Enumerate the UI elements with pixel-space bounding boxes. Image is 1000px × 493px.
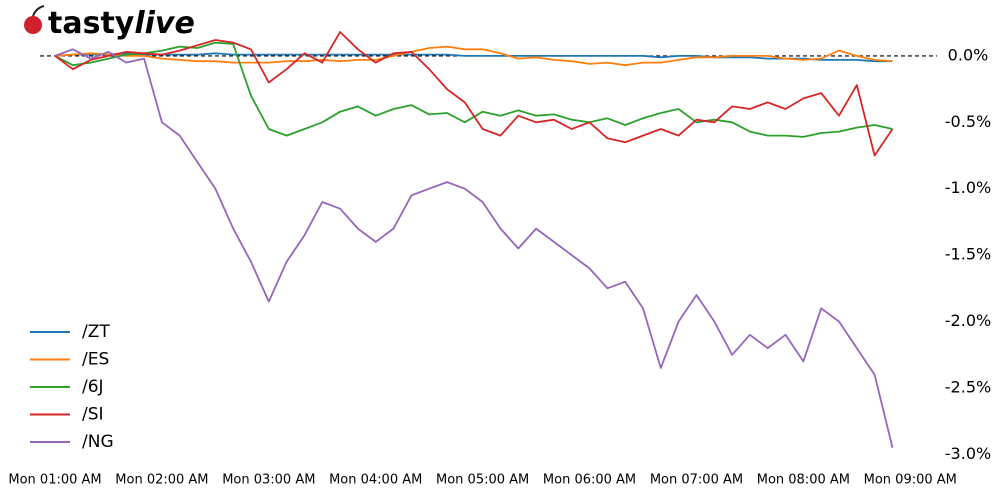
series-line bbox=[54, 31, 894, 157]
x-tick-label: Mon 06:00 AM bbox=[543, 473, 636, 488]
x-tick-label: Mon 08:00 AM bbox=[757, 473, 850, 488]
y-tick-label: -1.0% bbox=[945, 178, 991, 197]
x-tick-label: Mon 09:00 AM bbox=[864, 473, 957, 488]
x-tick-label: Mon 02:00 AM bbox=[115, 473, 208, 488]
y-tick-label: -1.5% bbox=[945, 245, 991, 264]
x-tick-label: Mon 04:00 AM bbox=[329, 473, 422, 488]
legend-label: /SI bbox=[82, 405, 104, 425]
y-tick-label: -0.5% bbox=[945, 112, 991, 131]
series-line bbox=[54, 52, 893, 63]
y-tick-label: -2.5% bbox=[945, 377, 991, 396]
legend-label: /6J bbox=[82, 377, 104, 397]
series-line bbox=[54, 45, 893, 67]
logo-stem bbox=[32, 5, 45, 17]
logo-main: tasty bbox=[48, 6, 135, 41]
x-tick-label: Mon 05:00 AM bbox=[436, 473, 529, 488]
logo-accent: live bbox=[134, 6, 194, 41]
y-tick-label: -3.0% bbox=[945, 444, 991, 463]
logo-cherry bbox=[24, 16, 42, 34]
x-tick-label: Mon 01:00 AM bbox=[8, 473, 101, 488]
logo: tastylive bbox=[24, 5, 195, 41]
legend-label: /ES bbox=[82, 350, 109, 370]
x-tick-label: Mon 07:00 AM bbox=[650, 473, 743, 488]
x-tick-label: Mon 03:00 AM bbox=[222, 473, 315, 488]
y-tick-label: -2.0% bbox=[945, 311, 991, 330]
logo-text: tastylive bbox=[48, 6, 195, 41]
legend-label: /ZT bbox=[82, 322, 110, 342]
y-tick-label: 0.0% bbox=[948, 45, 989, 64]
series-line bbox=[54, 48, 894, 448]
legend-label: /NG bbox=[82, 432, 114, 452]
